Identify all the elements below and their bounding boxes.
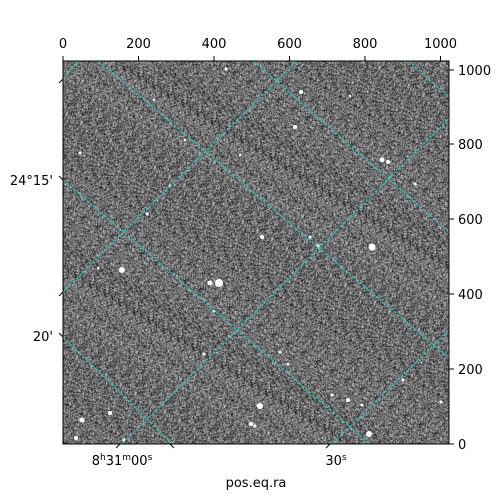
top-tick-labels: 0 200 400 600 800 1000: [59, 37, 457, 52]
star: [286, 362, 290, 366]
star: [145, 212, 149, 216]
ra-grid-line: [97, 61, 449, 359]
bottom-tick: [115, 443, 121, 449]
star: [386, 160, 390, 164]
dec-tick-label: 24°15': [10, 174, 53, 189]
star: [79, 417, 85, 423]
ra-grid-line: [407, 61, 449, 98]
right-tick-label: 600: [458, 213, 483, 228]
star: [78, 151, 82, 155]
left-axis: [58, 78, 64, 338]
right-tick-label: 200: [458, 363, 483, 378]
star: [257, 403, 263, 409]
right-tick-labels: 0 200 400 600 800 1000: [458, 64, 491, 453]
dec-grid-line: [331, 329, 449, 444]
ra-tick-label: 30s: [325, 453, 347, 469]
dec-grid-line: [63, 61, 298, 293]
right-axis: [449, 69, 454, 445]
star: [74, 436, 78, 440]
star: [379, 157, 385, 163]
star: [152, 98, 156, 102]
star: [316, 244, 320, 248]
star: [224, 67, 228, 71]
top-tick-label: 400: [202, 37, 227, 52]
ra-grid-line: [63, 179, 371, 444]
star: [202, 352, 206, 356]
left-tick: [58, 332, 64, 338]
star: [366, 431, 372, 437]
bottom-tick: [169, 443, 175, 449]
right-tick-label: 0: [458, 438, 466, 453]
bottom-tick: [325, 443, 331, 449]
right-tick-label: 400: [458, 288, 483, 303]
star: [413, 182, 417, 186]
ra-grid-line: [63, 336, 174, 444]
left-tick-labels: 24°15' 20': [10, 174, 53, 345]
star: [253, 424, 257, 428]
left-tick: [58, 291, 64, 297]
star: [249, 422, 253, 426]
star: [260, 235, 264, 239]
star: [299, 90, 303, 94]
top-tick-label: 800: [353, 37, 378, 52]
top-tick-label: 200: [126, 37, 151, 52]
star: [330, 393, 334, 397]
star: [360, 403, 364, 407]
left-tick: [58, 78, 64, 84]
star: [308, 235, 312, 239]
bottom-axis: [115, 443, 331, 449]
ra-tick-label: 8h31m00s: [92, 453, 153, 469]
star: [368, 243, 376, 251]
star: [207, 280, 213, 286]
x-axis-title: pos.eq.ra: [226, 476, 287, 491]
star: [439, 400, 443, 404]
plot-frame: [62, 60, 450, 445]
star: [401, 378, 405, 382]
left-tick: [58, 175, 64, 181]
star: [348, 94, 352, 98]
right-tick-label: 1000: [458, 64, 491, 79]
bottom-tick-labels: 8h31m00s 30s: [92, 453, 347, 469]
star-field: [74, 67, 443, 442]
top-axis: [62, 56, 441, 61]
dec-tick-label: 20': [33, 330, 53, 345]
top-tick-label: 600: [277, 37, 302, 52]
ra-grid-line: [252, 61, 449, 233]
star: [293, 125, 297, 129]
star: [108, 411, 112, 415]
star: [183, 138, 187, 142]
sky-image: [63, 61, 449, 444]
star: [119, 267, 125, 273]
star: [278, 350, 282, 354]
right-tick-label: 800: [458, 138, 483, 153]
star: [96, 266, 100, 270]
coordinate-grid: [63, 61, 449, 444]
star: [238, 153, 242, 157]
top-tick-label: 1000: [424, 37, 457, 52]
star: [215, 279, 223, 287]
star: [346, 398, 350, 402]
dec-grid-line: [121, 118, 449, 444]
top-tick-label: 0: [59, 37, 67, 52]
